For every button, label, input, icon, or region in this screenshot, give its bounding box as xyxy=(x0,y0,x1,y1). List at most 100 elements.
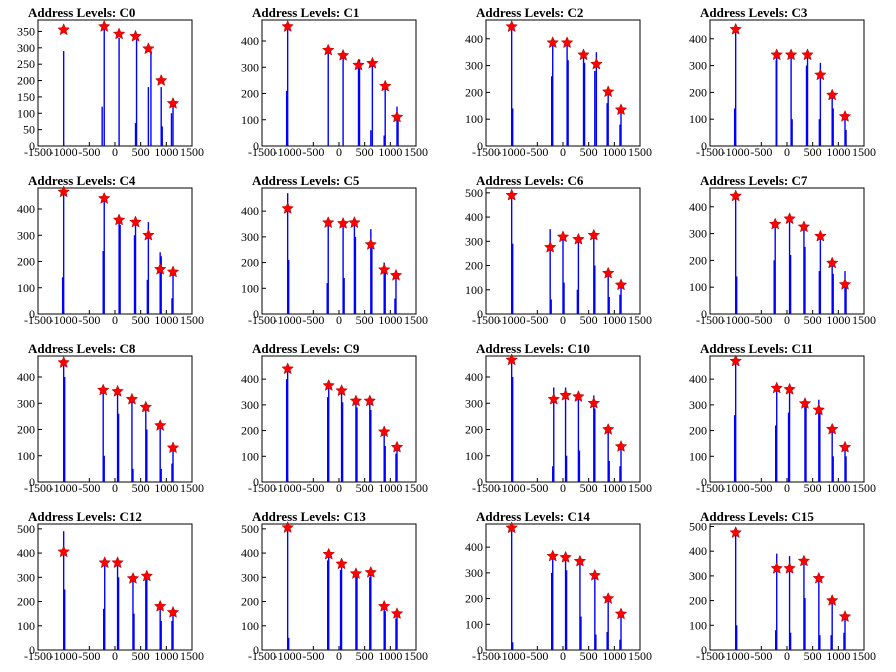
x-tick-label: -500 xyxy=(750,313,772,327)
level-star xyxy=(377,599,391,612)
x-tick-label: -1000 xyxy=(50,145,78,159)
level-star xyxy=(825,422,839,435)
x-tick-label: -500 xyxy=(302,649,324,663)
level-star xyxy=(729,525,743,539)
y-tick-label: 100 xyxy=(241,113,259,127)
level-star xyxy=(614,103,628,116)
level-star xyxy=(153,262,167,275)
x-tick-label: -1500 xyxy=(248,481,276,495)
x-tick-label: 500 xyxy=(132,649,150,663)
level-star xyxy=(322,547,336,560)
x-tick-label: -1000 xyxy=(498,313,526,327)
level-star xyxy=(825,256,839,269)
x-tick-label: 1000 xyxy=(378,145,402,159)
y-tick-label: 200 xyxy=(465,423,483,437)
y-tick-label: 400 xyxy=(17,202,35,216)
y-tick-label: 100 xyxy=(17,281,35,295)
plot-frame xyxy=(709,355,865,483)
level-star xyxy=(783,212,796,225)
y-tick-label: 500 xyxy=(17,522,35,536)
y-tick-label: 0 xyxy=(477,139,483,153)
y-tick-label: 500 xyxy=(241,522,259,536)
level-star xyxy=(729,22,743,35)
x-tick-label: 0 xyxy=(112,649,118,663)
chart-title: Address Levels: C4 xyxy=(28,173,136,188)
level-star xyxy=(349,567,363,580)
y-tick-label: 100 xyxy=(17,106,35,120)
y-tick-label: 400 xyxy=(241,204,259,218)
chart-panel: Address Levels: C5 0 100 200 300 400 -1500 -100… xyxy=(224,168,448,336)
y-tick-label: 100 xyxy=(689,112,707,126)
x-tick-label: 500 xyxy=(356,145,374,159)
y-tick-label: 300 xyxy=(689,569,707,583)
chart-panel: Address Levels: C0 0 50 100 150 200 250 300 350 -… xyxy=(0,0,224,168)
level-star xyxy=(166,265,180,278)
y-tick-label: 400 xyxy=(241,546,259,560)
y-tick-label: 100 xyxy=(465,617,483,631)
level-star xyxy=(154,73,168,86)
plot-frame xyxy=(37,355,193,483)
y-tick-label: 300 xyxy=(465,566,483,580)
level-star xyxy=(812,403,826,416)
y-tick-label: 100 xyxy=(465,449,483,463)
y-tick-label: 400 xyxy=(465,210,483,224)
level-star xyxy=(390,607,404,620)
level-star xyxy=(505,521,519,534)
x-tick-label: 1000 xyxy=(378,649,402,663)
level-star xyxy=(559,550,572,563)
x-tick-label: 0 xyxy=(336,313,342,327)
chart-panel: Address Levels: C2 0 100 200 300 400 -1500 -100… xyxy=(448,0,672,168)
y-tick-label: 500 xyxy=(465,186,483,200)
y-tick-label: 0 xyxy=(29,643,35,657)
x-tick-label: 0 xyxy=(784,145,790,159)
x-tick-label: -500 xyxy=(78,145,100,159)
plot-frame xyxy=(261,355,417,483)
x-tick-label: 1000 xyxy=(826,145,850,159)
x-tick-label: 0 xyxy=(112,481,118,495)
x-tick-label: 1500 xyxy=(180,145,204,159)
plot-frame xyxy=(261,19,417,147)
y-tick-label: 100 xyxy=(241,281,259,295)
x-tick-label: -1500 xyxy=(696,481,724,495)
level-star xyxy=(166,96,180,109)
x-tick-label: 1500 xyxy=(180,313,204,327)
level-star xyxy=(142,228,155,241)
y-tick-label: 0 xyxy=(701,307,707,321)
x-tick-label: -1500 xyxy=(696,649,724,663)
y-tick-label: 300 xyxy=(689,59,707,73)
x-tick-label: -500 xyxy=(302,313,324,327)
y-tick-label: 300 xyxy=(17,41,35,55)
y-tick-label: 0 xyxy=(29,307,35,321)
y-tick-label: 200 xyxy=(241,595,259,609)
level-star xyxy=(336,48,350,61)
y-tick-label: 100 xyxy=(465,112,483,126)
level-star xyxy=(783,561,796,574)
y-tick-label: 200 xyxy=(17,595,35,609)
level-star xyxy=(335,557,348,570)
x-tick-label: -1000 xyxy=(274,145,302,159)
y-tick-label: 200 xyxy=(465,592,483,606)
x-tick-label: -500 xyxy=(750,481,772,495)
chart-title: Address Levels: C8 xyxy=(28,341,136,356)
x-tick-label: 0 xyxy=(784,313,790,327)
y-tick-label: 300 xyxy=(241,398,259,412)
y-tick-label: 200 xyxy=(241,87,259,101)
x-tick-label: -1500 xyxy=(472,313,500,327)
x-tick-label: 1500 xyxy=(628,145,652,159)
level-star xyxy=(57,355,71,368)
y-tick-label: 400 xyxy=(465,32,483,46)
level-star xyxy=(814,68,827,81)
level-star xyxy=(111,384,124,397)
chart-title: Address Levels: C10 xyxy=(476,341,590,356)
y-tick-label: 0 xyxy=(701,475,707,489)
y-tick-label: 300 xyxy=(689,227,707,241)
chart-title: Address Levels: C0 xyxy=(28,5,136,20)
y-tick-label: 0 xyxy=(477,475,483,489)
x-tick-label: 1500 xyxy=(404,649,428,663)
y-tick-label: 400 xyxy=(689,372,707,386)
y-tick-label: 200 xyxy=(689,594,707,608)
y-tick-label: 300 xyxy=(465,59,483,73)
level-star xyxy=(729,354,743,367)
chart-title: Address Levels: C3 xyxy=(700,5,808,20)
y-tick-label: 50 xyxy=(23,123,35,137)
